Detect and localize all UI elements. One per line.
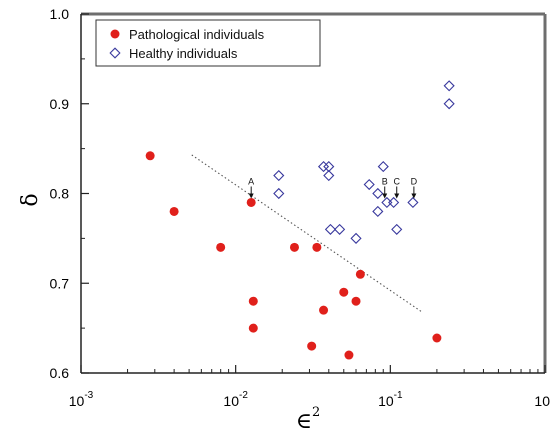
pathological-point [319,305,329,315]
annotation-arrow-head [394,193,400,199]
healthy-point [372,187,384,200]
healthy-point [273,169,285,182]
y-tick-label: 0.7 [50,275,70,291]
healthy-point [443,98,455,110]
healthy-point [372,205,384,218]
legend-marker-pathological [110,29,120,39]
healthy-point [443,80,455,92]
pathological-point [432,333,442,343]
annotation-label: C [393,176,400,186]
annotation-arrow-head [382,193,388,199]
y-tick-label: 1.0 [50,6,70,22]
healthy-point [381,196,393,209]
healthy-point [391,223,403,235]
pathological-point [307,341,317,351]
annotation-arrow-head [411,193,417,199]
plot-frame [80,12,547,374]
pathological-point [248,296,258,306]
y-tick-label: 0.9 [50,96,70,112]
x-tick-label: 100 [534,390,550,409]
healthy-point [377,160,389,173]
pathological-point [344,350,354,360]
legend-marker-healthy [109,47,121,59]
legend-box [95,19,321,67]
y-tick-label: 0.8 [50,186,70,202]
x-axis-title: ∈2 [296,405,321,434]
trend-line [191,154,423,313]
healthy-point [323,169,335,182]
annotation-label: D [411,176,418,186]
legend: Pathological individuals Healthy individ… [95,19,321,67]
pathological-point [145,151,155,161]
annotation-label: B [382,176,388,186]
y-tick-label: 0.6 [50,365,70,381]
healthy-point [334,223,346,235]
healthy-point [363,178,375,191]
legend-label-healthy: Healthy individuals [129,46,238,61]
pathological-point [351,296,361,306]
x-tick-label: 10-3 [69,390,94,409]
pathological-point [169,206,179,216]
pathological-point [339,287,349,297]
y-axis-title: δ [18,193,43,206]
pathological-point [248,323,258,333]
legend-label-pathological: Pathological individuals [129,27,265,42]
annotation-label: A [248,176,254,186]
healthy-point [317,160,330,173]
x-ticks: 10-3 10-2 10-1 100 [69,365,550,409]
series-healthy [273,80,455,244]
pathological-point [246,197,256,207]
healthy-point [350,232,362,244]
pathological-point [355,269,365,279]
pathological-point [312,242,322,252]
series-pathological [145,151,442,360]
pathological-point [289,242,299,252]
healthy-point [273,187,285,200]
x-tick-label: 10-1 [378,390,403,409]
trend-line-group [191,154,423,313]
annotation-arrow-head [248,193,254,199]
healthy-point [324,223,337,235]
y-ticks: 0.6 0.7 0.8 0.9 1.0 [50,6,89,381]
x-tick-label: 10-2 [223,390,248,409]
healthy-point [388,196,400,209]
pathological-point [216,242,226,252]
healthy-point [407,196,419,209]
